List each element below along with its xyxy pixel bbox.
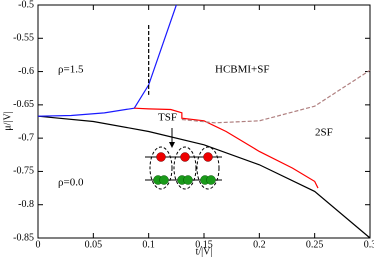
x-tick-label: 0.3 [364,239,374,250]
particle [183,175,193,185]
inset-diagram [145,128,222,190]
x-tick-label: 0.15 [195,239,213,250]
annotation: ρ=0.0 [58,177,84,189]
x-tick-label: 0.2 [253,239,266,250]
y-axis-title: μ/|V| [2,111,13,130]
particle [206,175,216,185]
annotation: HCBMI+SF [215,64,270,76]
y-tick-label: -0.65 [13,99,34,110]
y-tick-label: -0.5 [18,0,34,10]
phase-boundary [181,69,371,124]
x-axis-title: t/|V| [196,246,213,257]
y-tick-label: -0.8 [18,199,34,210]
phase-boundary [134,107,319,189]
particle [203,152,213,162]
particle [159,175,169,185]
dimer-ellipse [149,146,173,190]
dimer-ellipse [196,146,220,190]
phase-boundary [37,115,371,239]
dimer-ellipse [173,146,197,190]
y-tick-label: -0.55 [13,33,34,44]
x-tick-label: 0.1 [142,239,155,250]
annotation: ρ=1.5 [58,64,84,76]
x-tick-label: 0 [36,239,41,250]
y-tick-label: -0.7 [18,132,34,143]
y-tick-label: -0.75 [13,166,34,177]
particle [180,152,190,162]
x-tick-label: 0.25 [306,239,324,250]
particle [156,152,166,162]
annotation: TSF [158,112,177,124]
y-tick-label: -0.85 [13,232,34,243]
annotation: 2SF [315,127,333,139]
arrow-head [169,142,175,148]
y-tick-label: -0.6 [18,66,34,77]
x-tick-label: 0.05 [85,239,103,250]
phase-boundary [37,4,177,117]
